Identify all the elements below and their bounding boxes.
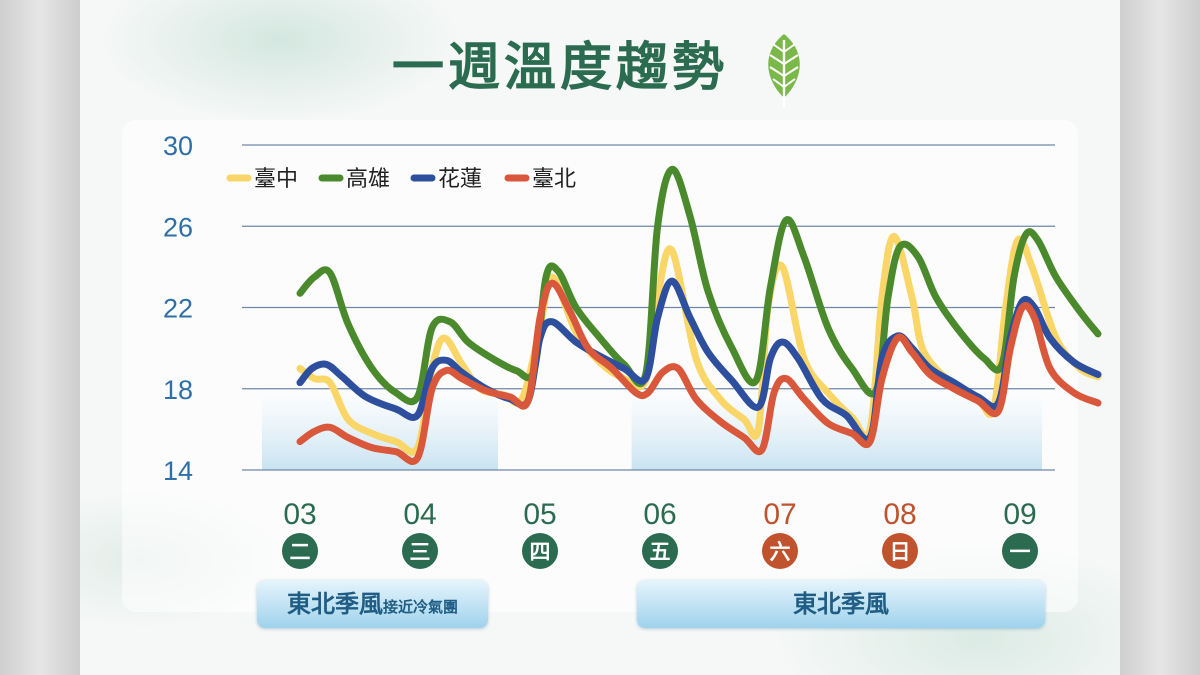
title-block: 一週溫度趨勢 [0, 28, 1200, 108]
weekday-badge [522, 533, 558, 569]
date-label: 05 [523, 498, 556, 531]
legend-label: 臺中 [254, 167, 298, 192]
date-label: 03 [283, 498, 316, 531]
monsoon-banner-2: 東北季風 [637, 580, 1045, 628]
banner-1-main: 東北季風 [286, 590, 383, 618]
monsoon-banner-1: 東北季風接近冷氣團 [257, 580, 488, 628]
weekday-badge [282, 533, 318, 569]
legend-label: 臺北 [532, 167, 576, 192]
y-tick-label: 14 [163, 456, 193, 486]
date-label: 08 [883, 498, 916, 531]
weekday-label: 四 [530, 540, 551, 564]
weekday-label: 一 [1010, 540, 1031, 564]
weekday-badge [402, 533, 438, 569]
weekday-label: 三 [410, 540, 431, 564]
weekday-badge [1002, 533, 1038, 569]
date-label: 07 [763, 498, 796, 531]
weekday-label: 二 [290, 540, 311, 564]
weekday-badge [762, 533, 798, 569]
date-label: 04 [403, 498, 436, 531]
weekday-badge [882, 533, 918, 569]
series-line-臺北 [296, 279, 1102, 465]
date-label: 06 [643, 498, 676, 531]
banner-1-small: 接近冷氣團 [382, 598, 458, 616]
page-title: 一週溫度趨勢 [391, 38, 728, 98]
date-label: 09 [1003, 498, 1036, 531]
banner-2-main: 東北季風 [793, 590, 889, 618]
series-line-花蓮 [296, 277, 1102, 444]
y-tick-label: 26 [163, 212, 193, 242]
y-tick-label: 22 [163, 294, 193, 324]
weekday-badge [642, 533, 678, 569]
y-tick-label: 30 [163, 131, 193, 161]
left-blur-border [0, 0, 80, 675]
weekday-label: 六 [770, 540, 791, 564]
y-tick-label: 18 [163, 375, 193, 405]
series-line-高雄 [296, 165, 1102, 406]
legend-label: 高雄 [346, 167, 390, 192]
right-blur-border [1120, 0, 1200, 675]
legend-label: 花蓮 [438, 167, 482, 192]
weekday-label: 五 [650, 540, 671, 564]
leaf-icon [768, 34, 800, 108]
weekday-label: 日 [890, 540, 911, 564]
